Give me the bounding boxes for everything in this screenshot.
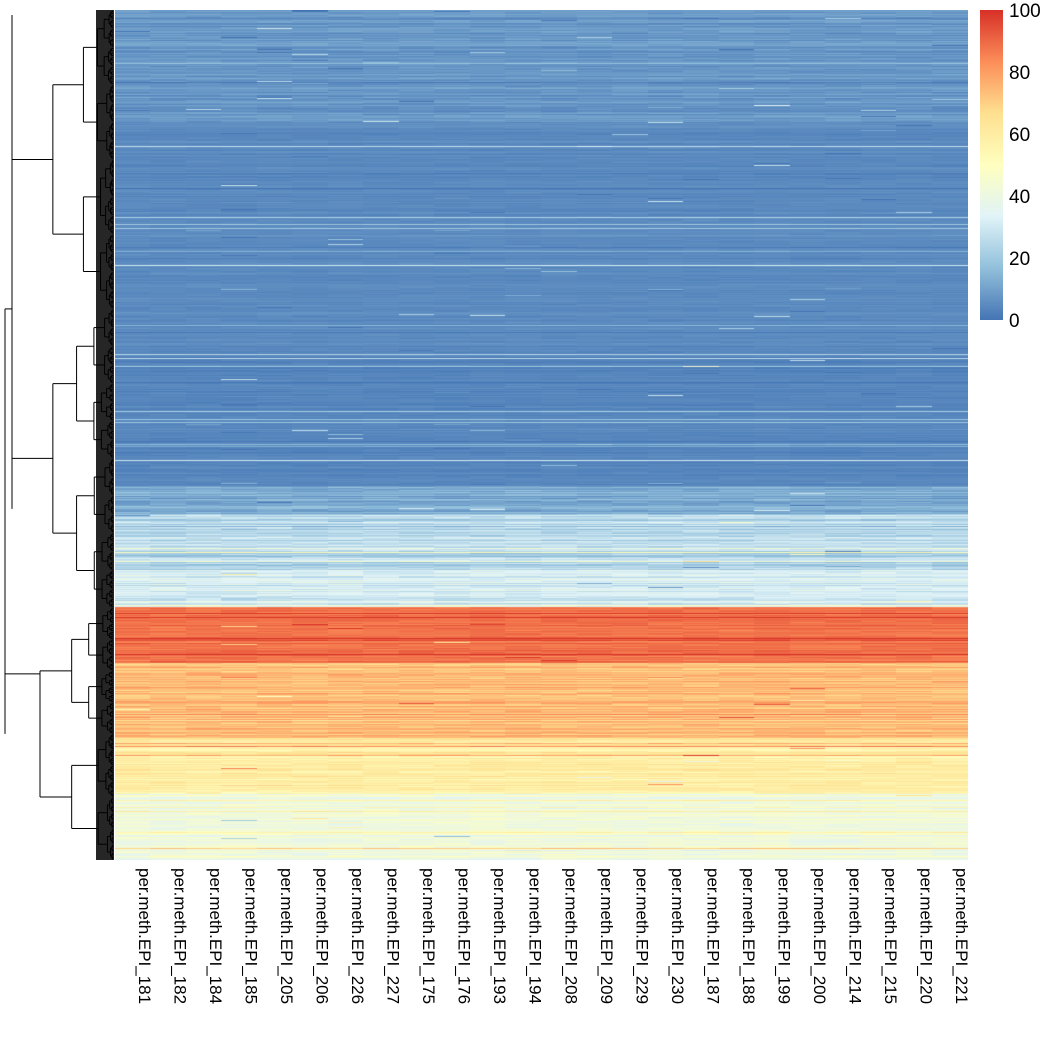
column-label: per.meth.EPI_194 [526, 868, 545, 1004]
dendrogram-leaf-mass [96, 10, 114, 860]
legend-tick-label: 40 [1009, 187, 1030, 208]
legend-tick-label: 60 [1009, 125, 1030, 146]
column-label: per.meth.EPI_181 [135, 868, 154, 1004]
color-legend: 0 20 40 60 80 100 [980, 1, 1041, 332]
column-label: per.meth.EPI_200 [810, 868, 829, 1004]
column-label: per.meth.EPI_206 [312, 868, 331, 1004]
column-label: per.meth.EPI_227 [384, 868, 403, 1004]
heatmap-cells [115, 10, 968, 860]
row-dendrogram [4, 10, 114, 860]
column-label: per.meth.EPI_176 [455, 868, 474, 1004]
column-label: per.meth.EPI_205 [277, 868, 296, 1004]
legend-tick-label: 100 [1009, 1, 1041, 22]
column-label: per.meth.EPI_188 [739, 868, 758, 1004]
heatmap-body [115, 10, 968, 860]
column-label: per.meth.EPI_214 [846, 868, 865, 1004]
column-label: per.meth.EPI_185 [241, 868, 260, 1004]
column-label: per.meth.EPI_184 [206, 868, 225, 1004]
column-label: per.meth.EPI_226 [348, 868, 367, 1004]
column-labels: per.meth.EPI_181 per.meth.EPI_182 per.meth… [135, 868, 971, 1004]
column-label: per.meth.EPI_199 [775, 868, 794, 1004]
legend-colorbar [980, 10, 1003, 320]
column-label: per.meth.EPI_208 [561, 868, 580, 1004]
legend-tick-label: 80 [1009, 63, 1030, 84]
column-label: per.meth.EPI_230 [668, 868, 687, 1004]
column-label: per.meth.EPI_175 [419, 868, 438, 1004]
column-label: per.meth.EPI_209 [597, 868, 616, 1004]
column-label: per.meth.EPI_182 [170, 868, 189, 1004]
column-label: per.meth.EPI_193 [490, 868, 509, 1004]
legend-tick-label: 20 [1009, 249, 1030, 270]
column-label: per.meth.EPI_221 [952, 868, 971, 1004]
column-label: per.meth.EPI_215 [881, 868, 900, 1004]
column-label: per.meth.EPI_187 [703, 868, 722, 1004]
column-label: per.meth.EPI_229 [632, 868, 651, 1004]
legend-tick-label: 0 [1009, 311, 1020, 332]
column-label: per.meth.EPI_220 [917, 868, 936, 1004]
